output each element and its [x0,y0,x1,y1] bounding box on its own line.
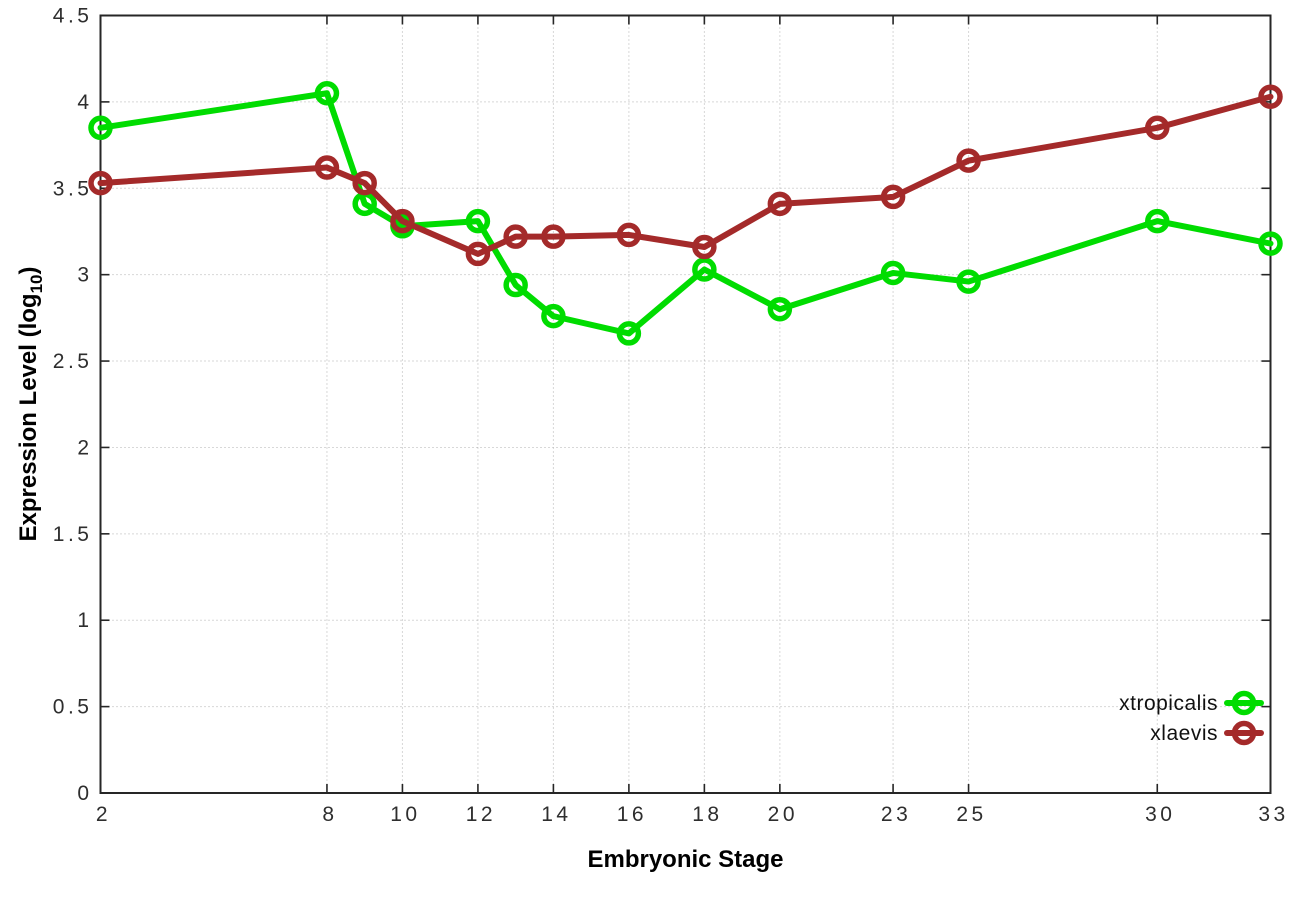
data-point-xtropicalis [88,115,113,141]
data-point-xtropicalis [616,321,642,346]
x-tick-label: 30 [1145,803,1175,826]
data-point-xlaevis [1258,84,1283,109]
data-point-xlaevis [692,234,717,260]
data-point-xlaevis [616,222,642,248]
x-tick-label: 14 [541,803,571,826]
plot-border [99,14,1272,794]
y-tick-label: 2 [77,436,92,459]
y-tick-label: 1.5 [53,523,93,546]
x-tick-label: 23 [881,803,911,826]
y-tick-label: 2.5 [53,350,93,373]
data-point-xlaevis [314,155,340,180]
data-point-xlaevis [956,148,981,173]
y-tick-label: 1 [77,609,92,632]
x-tick-label: 20 [768,803,798,826]
data-point-xtropicalis [503,272,528,298]
x-tick-label: 25 [956,803,986,826]
data-point-xtropicalis [314,81,340,106]
x-axis-title: Embryonic Stage [587,846,784,873]
legend-sample-marker-xlaevis [1231,720,1257,746]
y-axis-title-close: ) [15,266,43,275]
x-tick-label: 12 [466,803,496,826]
data-point-xtropicalis [956,269,981,294]
data-point-xlaevis [390,208,415,234]
series-line-xlaevis [97,93,1274,257]
data-point-xtropicalis [880,260,906,286]
legend-sample-marker-xtropicalis [1231,690,1257,716]
y-tick-label: 0 [77,782,92,805]
x-tick-label: 10 [390,803,420,826]
series-xlaevis [88,84,1283,267]
data-point-xtropicalis [767,296,793,322]
y-axis-title-subscript: 10 [26,274,46,294]
legend-label-xtropicalis: xtropicalis [1119,692,1218,715]
data-point-xlaevis [352,170,377,196]
series-xtropicalis [88,81,1283,346]
data-point-xlaevis [1145,115,1170,141]
legend: xtropicalis xlaevis [1119,690,1264,746]
y-tick-label: 3 [77,264,92,287]
data-point-xtropicalis [1145,208,1170,234]
data-point-xlaevis [767,191,793,217]
y-tick-label: 0.5 [53,696,93,719]
data-point-xlaevis [88,170,113,196]
tick-marks [99,14,1272,794]
data-point-xtropicalis [1258,231,1283,256]
x-tick-label: 33 [1258,803,1288,826]
x-tick-label: 18 [692,803,722,826]
y-axis-title-text: Expression Level (log [15,293,43,542]
data-point-xtropicalis [465,208,491,234]
data-point-xtropicalis [541,303,566,329]
x-tick-labels: 2 8 10 12 14 16 18 20 23 25 30 33 [96,803,1288,826]
x-tick-label: 8 [322,803,337,826]
y-axis-title: Expression Level (log10) [15,267,47,542]
y-tick-label: 4.5 [53,5,93,28]
data-point-xlaevis [880,184,906,210]
legend-label-xlaevis: xlaevis [1150,722,1218,745]
series-line-xtropicalis [97,90,1274,337]
x-tick-label: 16 [617,803,647,826]
y-tick-labels: 0 0.5 1 1.5 2 2.5 3 3.5 4 4.5 [53,5,93,806]
x-tick-label: 2 [96,803,111,826]
data-point-xlaevis [465,241,491,267]
y-tick-label: 3.5 [53,177,93,200]
gridlines [100,15,1271,793]
data-point-xtropicalis [692,257,717,282]
data-point-xlaevis [541,224,566,249]
y-tick-label: 4 [77,91,92,114]
data-point-xlaevis [503,224,528,249]
